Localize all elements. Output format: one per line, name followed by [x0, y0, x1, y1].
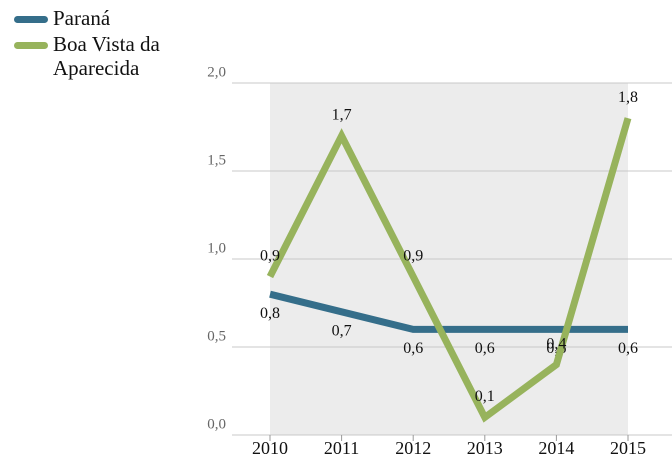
x-tick-label: 2010	[252, 438, 288, 458]
y-tick-label: 2,0	[207, 64, 226, 80]
x-tick-label: 2013	[467, 438, 503, 458]
data-label: 0,7	[332, 322, 352, 339]
y-tick-label: 1,5	[207, 152, 226, 168]
y-tick-label: 0,5	[207, 328, 226, 344]
legend-label: Boa Vista da Aparecida	[53, 32, 160, 80]
x-tick-label: 2015	[610, 438, 646, 458]
data-label: 0,9	[403, 247, 423, 264]
y-tick-label: 0,0	[207, 416, 226, 432]
legend: Paraná Boa Vista da Aparecida	[14, 6, 193, 82]
legend-swatch	[14, 16, 48, 23]
legend-label: Paraná	[53, 6, 111, 30]
legend-item: Boa Vista da Aparecida	[14, 32, 193, 80]
data-label: 0,9	[260, 247, 280, 264]
data-label: 0,1	[475, 388, 495, 405]
x-tick-label: 2012	[395, 438, 431, 458]
x-tick-label: 2014	[538, 438, 574, 458]
series-line	[266, 117, 632, 423]
data-label: 0,6	[403, 340, 423, 357]
y-tick-label: 1,0	[207, 240, 226, 256]
data-label: 0,6	[618, 340, 638, 357]
x-tick-label: 2011	[324, 438, 359, 458]
data-label: 0,4	[546, 335, 566, 352]
legend-swatch	[14, 42, 48, 49]
data-label: 1,7	[332, 106, 352, 123]
data-label: 0,6	[475, 340, 495, 357]
legend-item: Paraná	[14, 6, 193, 30]
data-label: 1,8	[618, 89, 638, 106]
data-label: 0,8	[260, 305, 280, 322]
